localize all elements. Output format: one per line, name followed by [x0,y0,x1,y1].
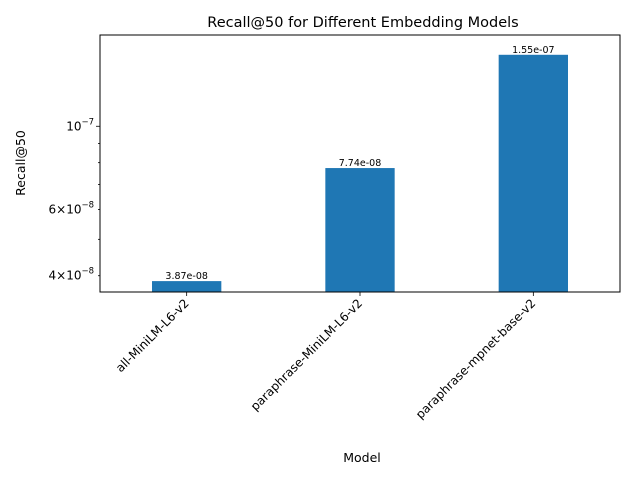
x-tick-label: paraphrase-mpnet-base-v2 [413,296,538,421]
bars [152,54,568,292]
x-tick-label: paraphrase-MiniLM-L6-v2 [248,296,365,413]
y-tick-label: 10−7 [66,117,94,133]
x-axis-label: Model [343,450,381,465]
bar-value-label: 7.74e-08 [339,158,382,169]
bar [325,168,395,292]
bar-value-label: 3.87e-08 [165,271,208,282]
y-axis: 10−7 4×10−8 6×10−8 [49,117,100,283]
bar-labels: 3.87e-08 7.74e-08 1.55e-07 [165,45,554,282]
y-tick-label: 6×10−8 [49,201,95,217]
bar [498,54,568,292]
bar [152,281,222,292]
x-axis: all-MiniLM-L6-v2 paraphrase-MiniLM-L6-v2 p… [113,292,538,422]
y-axis-label: Recall@50 [13,130,28,196]
bar-value-label: 1.55e-07 [512,45,555,56]
y-tick-label: 4×10−8 [49,267,95,283]
x-tick-label: all-MiniLM-L6-v2 [113,296,192,375]
chart-title: Recall@50 for Different Embedding Models [207,15,518,31]
plot-frame [99,34,621,293]
